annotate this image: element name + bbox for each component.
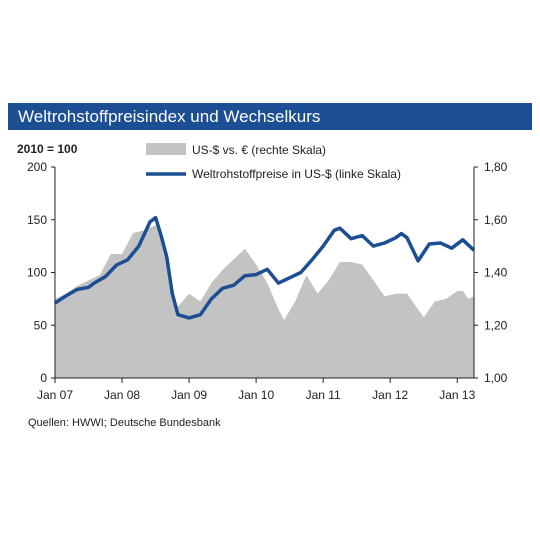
x-tick-label: Jan 13 [439, 388, 475, 402]
area-layer [55, 225, 474, 378]
legend-label-commodity: Weltrohstoffpreise in US-$ (linke Skala) [192, 167, 401, 181]
y-left-tick-label: 100 [27, 266, 47, 280]
x-tick-label: Jan 10 [238, 388, 274, 402]
x-tick-label: Jan 12 [372, 388, 408, 402]
y-left-tick-label: 200 [27, 160, 47, 174]
x-tick-label: Jan 08 [104, 388, 140, 402]
y-right-tick-label: 1,00 [484, 371, 508, 385]
y-right-tick-label: 1,80 [484, 160, 508, 174]
x-tick-label: Jan 09 [171, 388, 207, 402]
y-right-tick-label: 1,60 [484, 213, 508, 227]
chart-title: Weltrohstoffpreisindex und Wechselkurs [8, 103, 532, 130]
axis-layer: 0 50 100 150 200 1,00 1,20 1,40 1,60 1,80 Jan 07 Ja… [27, 160, 508, 402]
y-right-tick-label: 1,40 [484, 266, 508, 280]
y-left-tick-label: 150 [27, 213, 47, 227]
y-left-tick-label: 0 [40, 371, 47, 385]
x-tick-label: Jan 11 [306, 388, 341, 402]
legend: US-$ vs. € (rechte Skala) Weltrohstoffpre… [146, 143, 401, 181]
source-note: Quellen: HWWI; Deutsche Bundesbank [28, 417, 221, 429]
legend-swatch-area [146, 143, 186, 155]
line-series-commodity-prices [54, 215, 476, 320]
y-right-tick-label: 1,20 [484, 318, 508, 332]
legend-item-usd-eur: US-$ vs. € (rechte Skala) [146, 143, 326, 157]
area-series-usd-eur [55, 225, 474, 378]
line-layer [54, 215, 476, 320]
x-tick-label: Jan 07 [37, 388, 73, 402]
legend-label-usd-eur: US-$ vs. € (rechte Skala) [192, 143, 326, 157]
y-left-tick-label: 50 [34, 318, 48, 332]
legend-item-commodity: Weltrohstoffpreise in US-$ (linke Skala) [146, 167, 401, 181]
base-label: 2010 = 100 [17, 142, 78, 156]
